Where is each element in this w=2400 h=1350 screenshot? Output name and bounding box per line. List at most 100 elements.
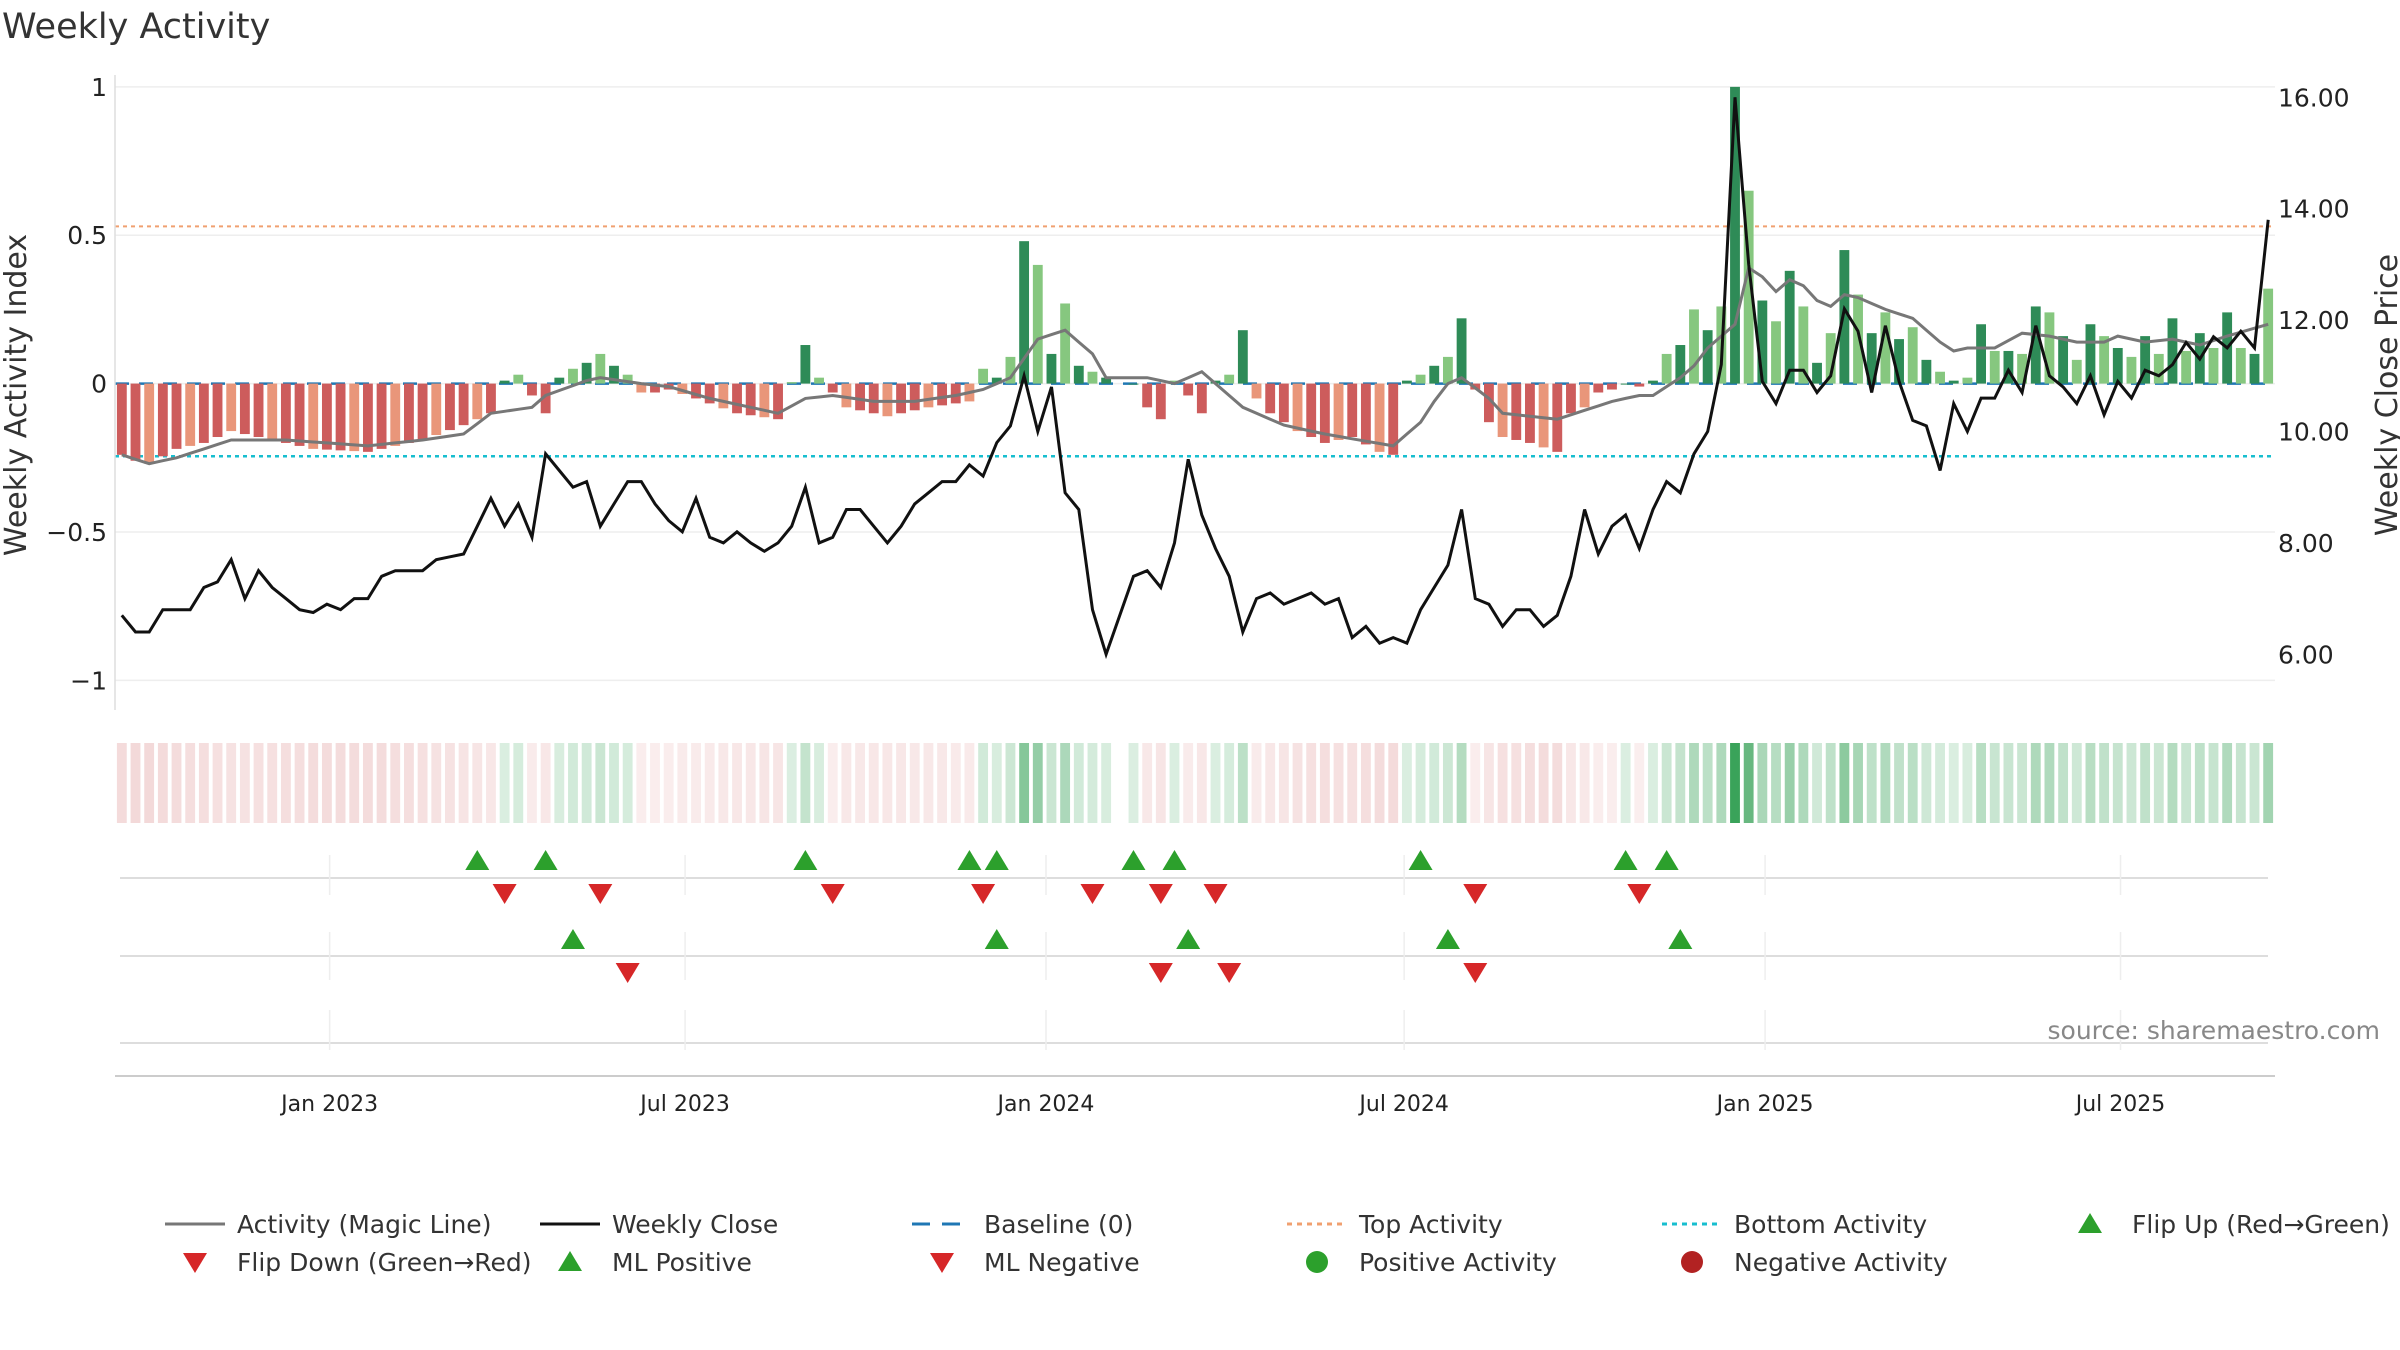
ml-negative-marker [1463,963,1488,983]
heat-cell [1675,743,1686,823]
right-tick-label: 8.00 [2278,529,2334,558]
activity-bar [1401,380,1412,384]
legend-item: Weekly Close [540,1210,778,1239]
x-tick-label: Jul 2024 [1357,1092,1449,1117]
activity-bar [1907,327,1918,384]
activity-bar [1060,303,1071,384]
heat-cell [786,743,797,823]
heat-cell [1566,743,1576,823]
heat-cell [1989,743,2000,823]
heat-cell [1347,743,1358,823]
heat-cell [1415,743,1426,823]
heat-cell [1620,743,1631,823]
heat-cell [1046,743,1057,823]
heat-cell [1388,743,1399,823]
activity-bar [445,383,455,431]
heat-cell [1251,743,1262,823]
activity-bar [1989,350,2000,384]
heat-cell [1921,743,1932,823]
flip-up-marker [1654,850,1679,870]
right-tick-label: 10.00 [2278,417,2350,446]
axes: 1 0.5 0 −0.5 −1 16.00 14.00 12.00 10.00 8.00 6.00 J… [46,73,2349,1117]
flip-up-marker [984,850,1009,870]
activity-bar [404,383,414,443]
activity-bar [2167,318,2178,384]
activity-bar [1607,383,1617,390]
left-tick-label: −0.5 [46,518,107,547]
activity-bar [1415,374,1426,384]
heat-cell [2194,743,2205,823]
heat-cell [759,743,770,823]
legend-item: Flip Down (Green→Red) [183,1248,532,1277]
heat-cell [978,743,989,823]
legend-label: Top Activity [1358,1210,1503,1239]
activity-bar [1183,383,1194,396]
activity-bar [527,383,537,396]
heat-cell [1757,743,1768,823]
legend-swatch [183,1253,207,1273]
activity-bar [458,383,469,426]
heat-cell [718,743,729,823]
heat-cell [540,743,551,823]
activity-bar [1566,383,1576,414]
activity-bar [376,383,387,449]
activity-bar [609,365,619,384]
activity-bar [1087,371,1098,384]
heat-cell [2181,743,2192,823]
legend-swatch [558,1251,582,1271]
heat-cell [1743,743,1754,823]
heat-cell [1401,743,1412,823]
activity-bar [2085,324,2096,384]
heat-cell [1333,743,1344,823]
heat-cell [431,743,442,823]
activity-bar [1921,359,1932,384]
activity-bar [486,383,496,414]
activity-bar [1798,306,1809,384]
heat-cell [1853,743,1863,823]
activity-bar [1497,383,1508,438]
activity-bar [2208,347,2219,384]
x-tick-label: Jul 2023 [638,1092,730,1117]
activity-bar [1142,383,1153,408]
activity-bar [116,383,127,455]
activity-bar [157,383,168,457]
heat-cell [1306,743,1317,823]
activity-bar [198,383,209,443]
chart-title: Weekly Activity [2,7,270,47]
activity-bar [718,383,729,409]
heat-cell [1169,743,1180,823]
activity-bar [1962,377,1973,384]
activity-bar [2003,350,2014,384]
activity-bar [937,383,948,406]
activity-bar [1948,380,1959,384]
heat-cell [1060,743,1071,823]
ml-positive-marker [560,929,585,949]
magic-line [121,265,2269,466]
activity-bar [800,345,811,384]
activity-bar [1019,241,1030,384]
activity-bar [2099,336,2110,384]
heat-cell [1634,743,1645,823]
activity-bar [1525,383,1535,443]
activity-bar [2112,347,2123,384]
heat-cell [1880,743,1891,823]
activity-bar [2017,353,2028,384]
heat-cell [814,743,824,823]
flip-down-marker [971,884,996,904]
heat-cell [116,743,127,823]
heat-cell [1005,743,1016,823]
activity-bar [1237,330,1248,384]
heat-cell [2140,743,2151,823]
flip-up-marker [465,850,490,870]
activity-bar [923,383,934,408]
heat-cell [1825,743,1836,823]
activity-bar [868,383,879,414]
activity-bar [855,383,865,411]
heat-cell [1155,743,1166,823]
activity-bar [280,383,291,443]
activity-bars [116,86,2274,464]
heat-cell [1019,743,1030,823]
heat-cell [1552,743,1563,823]
heat-cell [773,743,783,823]
